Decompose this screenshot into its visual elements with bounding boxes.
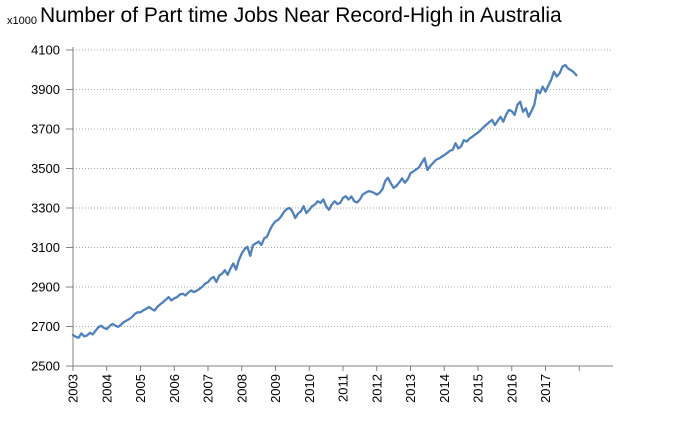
y-tick-label: 2700 — [31, 319, 60, 334]
x-tick-label: 2009 — [268, 374, 283, 403]
chart-title: Number of Part time Jobs Near Record-Hig… — [40, 4, 562, 27]
x-tick-label: 2013 — [403, 374, 418, 403]
x-tick-label: 2014 — [437, 374, 452, 403]
y-tick-label: 3500 — [31, 161, 60, 176]
y-tick-label: 3300 — [31, 201, 60, 216]
y-tick-label: 2900 — [31, 280, 60, 295]
y-tick-label: 3900 — [31, 82, 60, 97]
x-tick-label: 2005 — [133, 374, 148, 403]
x-tick-label: 2015 — [471, 374, 486, 403]
x-tick-label: 2012 — [369, 374, 384, 403]
y-tick-label: 3700 — [31, 122, 60, 137]
x-tick-label: 2008 — [234, 374, 249, 403]
y-axis-unit-label: x1000 — [7, 15, 37, 27]
x-tick-label: 2007 — [201, 374, 216, 403]
x-tick-label: 2004 — [99, 374, 114, 403]
y-tick-label: 2500 — [31, 359, 60, 374]
x-tick-label: 2006 — [167, 374, 182, 403]
x-tick-label: 2017 — [538, 374, 553, 403]
x-tick-label: 2003 — [66, 374, 81, 403]
x-tick-label: 2016 — [504, 374, 519, 403]
y-tick-label: 3100 — [31, 240, 60, 255]
x-tick-label: 2010 — [302, 374, 317, 403]
y-tick-label: 4100 — [31, 43, 60, 58]
x-tick-label: 2011 — [336, 374, 351, 402]
data-line-part-time-jobs — [71, 63, 578, 339]
